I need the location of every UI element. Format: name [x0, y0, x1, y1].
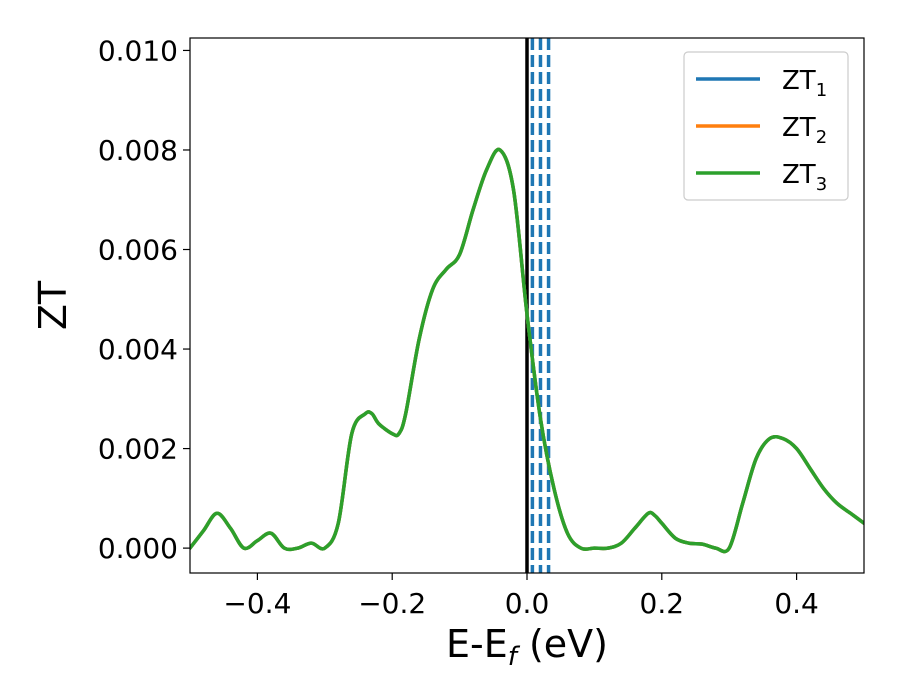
y-tick-label: 0.004	[98, 333, 178, 366]
legend-entry: ZT3	[782, 160, 827, 195]
x-tick-label: 0.0	[505, 587, 550, 620]
legend-entry: ZT1	[782, 66, 827, 101]
y-tick-label: 0.006	[98, 234, 178, 267]
x-tick-label: 0.4	[774, 587, 819, 620]
y-tick-label: 0.002	[98, 433, 178, 466]
y-axis-label: ZT	[31, 280, 75, 330]
x-axis-label: E-Ef (eV)	[446, 622, 608, 672]
y-tick-label: 0.008	[98, 134, 178, 167]
series-curves	[190, 147, 864, 554]
x-axis-ticks: −0.4 −0.2 0.0 0.2 0.4	[223, 573, 819, 620]
y-tick-label: 0.000	[98, 532, 178, 565]
x-tick-label: −0.4	[223, 587, 291, 620]
x-tick-label: 0.2	[640, 587, 685, 620]
plot-group	[189, 37, 865, 574]
y-axis-ticks: 0.000 0.002 0.004 0.006 0.008 0.010	[98, 34, 190, 565]
legend: ZT1 ZT2 ZT3	[683, 51, 849, 201]
legend-entry: ZT2	[782, 113, 827, 148]
legend-box	[683, 51, 849, 201]
x-tick-label: −0.2	[358, 587, 426, 620]
y-tick-label: 0.010	[98, 34, 178, 67]
series-line-zt3	[190, 147, 864, 554]
vertical-lines	[525, 38, 551, 573]
legend-items: ZT1 ZT2 ZT3	[696, 66, 827, 195]
